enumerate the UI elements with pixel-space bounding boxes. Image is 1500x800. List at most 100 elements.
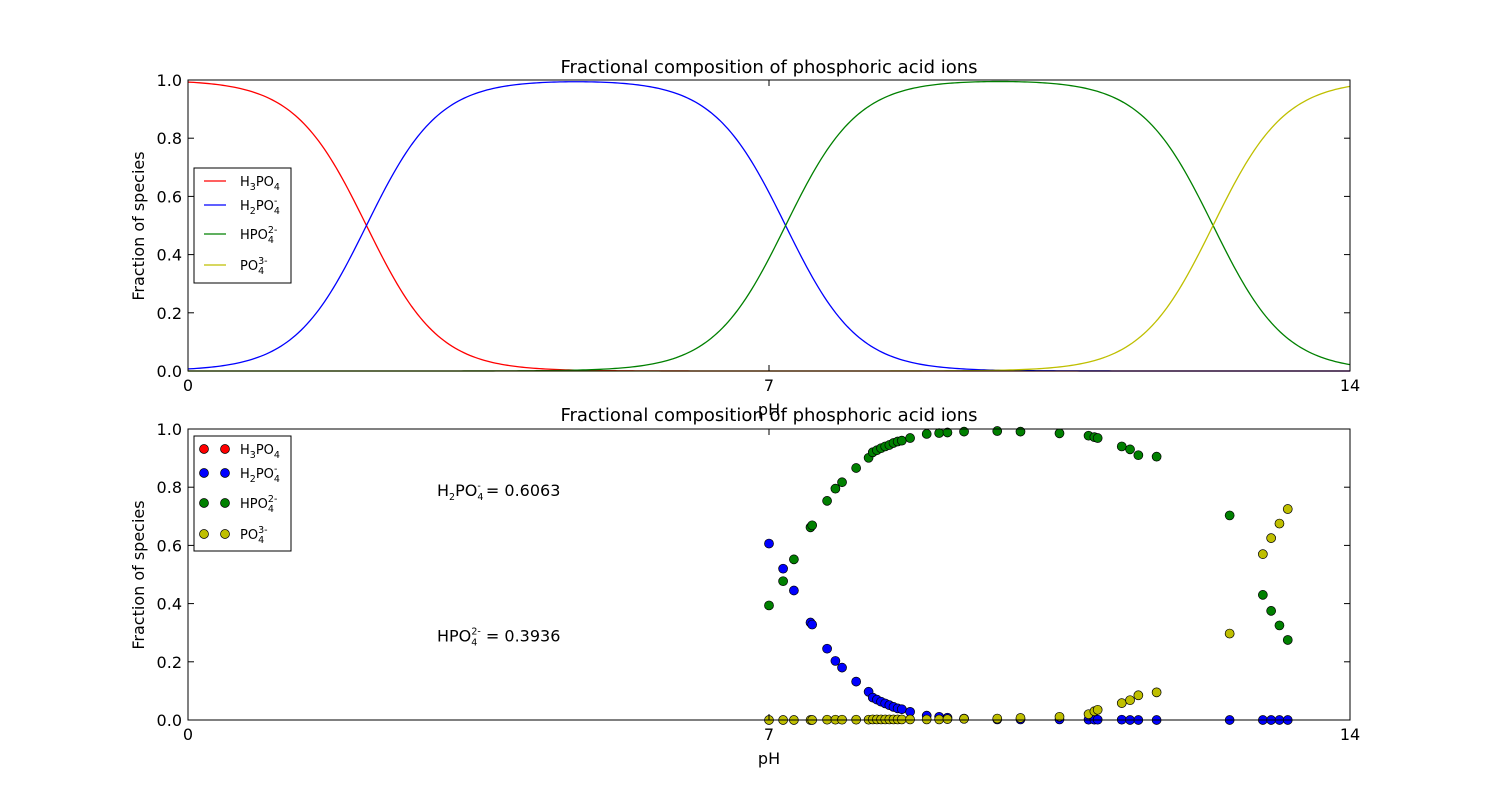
bottom-legend-label-3-sup: 2- xyxy=(268,494,277,505)
bottom-point-h2po4 xyxy=(778,563,788,574)
annotation-value: = 0.6063 xyxy=(481,481,561,500)
bottom-point-po43 xyxy=(1015,713,1026,723)
bottom-point-hpo42 xyxy=(921,429,932,439)
bottom-legend-label-2-sup: - xyxy=(274,464,277,475)
bottom-point-h2po4 xyxy=(830,656,841,666)
bottom-point-h2po4 xyxy=(896,704,907,715)
top-legend-label-1-part: PO xyxy=(256,175,274,190)
bottom-point-hpo42 xyxy=(1257,590,1268,600)
chart-bottom-xlabel: pH xyxy=(758,749,780,768)
annotation-sub: 4 xyxy=(477,492,483,503)
bottom-legend-label-1-part: H xyxy=(240,443,250,458)
annotation-sup: - xyxy=(477,481,480,492)
chart-top-line-plot: Fractional composition of phosphoric aci… xyxy=(129,57,1360,419)
top-legend-label-2-part: PO xyxy=(256,199,274,214)
bottom-xtick-label: 7 xyxy=(764,725,774,744)
bottom-legend-marker-4 xyxy=(199,529,209,539)
top-legend-label-2: H2PO4- xyxy=(240,196,280,217)
bottom-point-po43 xyxy=(905,714,915,725)
top-legend-label-4-part: PO xyxy=(240,259,258,274)
chart-top-plot-frame xyxy=(187,79,1351,372)
bottom-legend-label-4-part: PO xyxy=(240,528,258,543)
bottom-point-h2po4 xyxy=(764,538,774,549)
bottom-legend-label-3-part: HPO xyxy=(240,497,268,512)
bottom-point-hpo42 xyxy=(1282,635,1293,645)
annotation-part: H xyxy=(437,481,449,500)
bottom-point-po43 xyxy=(942,714,953,724)
bottom-ytick-label: 0.2 xyxy=(157,653,182,672)
bottom-point-po43 xyxy=(1282,504,1293,514)
chart-top-title: Fractional composition of phosphoric aci… xyxy=(560,57,977,78)
bottom-point-po43 xyxy=(1092,704,1103,715)
top-series-line-3 xyxy=(188,80,1351,372)
bottom-point-po43 xyxy=(1116,698,1127,708)
bottom-legend-label-2-part: H xyxy=(240,467,250,482)
chart-bottom-title: Fractional composition of phosphoric aci… xyxy=(560,405,977,426)
top-series-line-4 xyxy=(188,85,1351,372)
bottom-point-po43 xyxy=(1054,711,1065,722)
top-ytick-label: 0.2 xyxy=(157,304,182,323)
top-legend-label-2-part: H xyxy=(240,199,250,214)
top-legend-label-4-sub: 4 xyxy=(258,266,264,277)
top-legend-label-2-sub: 2 xyxy=(250,206,256,217)
chart-bottom-plot-frame xyxy=(187,428,1351,721)
bottom-point-hpo42 xyxy=(1116,441,1127,452)
bottom-point-hpo42 xyxy=(992,426,1003,436)
top-legend-label-1: H3PO4 xyxy=(240,175,280,193)
bottom-point-h2po4 xyxy=(851,676,862,687)
bottom-point-hpo42 xyxy=(1266,606,1277,616)
top-ytick-label: 0.4 xyxy=(157,246,182,265)
chart-top-xlabel: pH xyxy=(758,400,780,419)
bottom-point-h2po4 xyxy=(837,662,847,673)
top-legend-label-1-sub: 3 xyxy=(250,182,256,193)
bottom-point-h2po4 xyxy=(789,585,799,596)
bottom-legend-label-2: H2PO4- xyxy=(240,464,280,485)
top-legend-label-2-sub: 4 xyxy=(274,206,280,217)
annotation-part: HPO xyxy=(437,626,471,645)
top-ytick-label: 0.0 xyxy=(157,362,182,381)
bottom-point-hpo42 xyxy=(807,520,818,531)
top-legend-label-3-sub: 4 xyxy=(268,235,274,246)
bottom-legend-box xyxy=(193,435,292,552)
bottom-point-hpo42 xyxy=(905,433,915,443)
bottom-point-hpo42 xyxy=(1151,451,1162,462)
bottom-point-po43 xyxy=(896,714,907,725)
bottom-point-hpo42 xyxy=(789,554,799,565)
bottom-legend-marker-1 xyxy=(199,444,209,454)
bottom-legend-marker-2 xyxy=(199,468,209,478)
bottom-point-hpo42 xyxy=(822,496,832,506)
bottom-legend-label-4-sup: 3- xyxy=(258,525,267,536)
top-series-line-2 xyxy=(187,81,1350,372)
bottom-point-hpo42 xyxy=(1054,428,1065,439)
bottom-point-h2po4 xyxy=(807,619,818,630)
annotation-sub: 2 xyxy=(449,492,455,503)
bottom-point-hpo42 xyxy=(942,427,953,438)
bottom-point-po43 xyxy=(1224,628,1235,639)
bottom-point-hpo42 xyxy=(1092,433,1103,443)
bottom-legend-label-3: HPO42- xyxy=(240,494,277,515)
top-legend-label-1-sub: 4 xyxy=(274,182,280,193)
bottom-point-po43 xyxy=(1151,687,1162,698)
bottom-legend-label-1-sub: 4 xyxy=(274,450,280,461)
bottom-legend-label-4-sub: 4 xyxy=(258,535,264,546)
bottom-ytick-label: 0.4 xyxy=(157,595,182,614)
top-legend-label-4: PO43- xyxy=(240,256,268,277)
bottom-point-hpo42 xyxy=(1274,620,1285,631)
top-ytick-label: 0.6 xyxy=(157,187,182,206)
top-legend-label-4-sup: 3- xyxy=(258,256,267,267)
top-ytick-label: 1.0 xyxy=(157,71,182,90)
bottom-point-hpo42 xyxy=(1224,510,1235,521)
chart-bottom-scatter-plot: Fractional composition of phosphoric aci… xyxy=(129,405,1360,768)
bottom-ytick-label: 0.6 xyxy=(157,536,182,555)
bottom-point-hpo42 xyxy=(778,576,788,587)
annotation-sup: 2- xyxy=(471,626,480,637)
top-legend-label-2-sup: - xyxy=(274,196,277,207)
top-xtick-label: 7 xyxy=(764,376,774,395)
bottom-legend-marker-1 xyxy=(220,444,230,454)
bottom-legend-label-1-part: PO xyxy=(256,443,274,458)
bottom-legend-label-1-sub: 3 xyxy=(250,450,256,461)
bottom-point-po43 xyxy=(1133,690,1144,701)
bottom-legend-marker-3 xyxy=(220,498,230,508)
bottom-point-po43 xyxy=(1266,533,1277,543)
bottom-annotation-1: H2PO4- = 0.6063 xyxy=(437,481,560,503)
